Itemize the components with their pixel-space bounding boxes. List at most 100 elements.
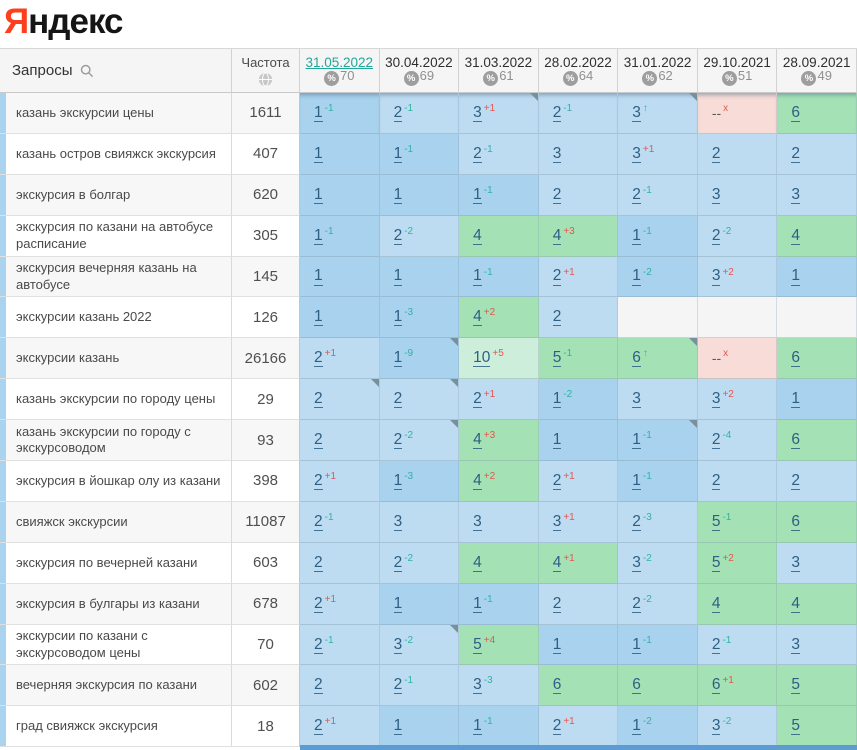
position-link[interactable]: 3 xyxy=(711,390,721,409)
date-label[interactable]: 31.05.2022 xyxy=(305,55,374,70)
position-link[interactable]: 5 xyxy=(711,553,721,572)
position-link[interactable]: 1 xyxy=(314,308,323,327)
position-link[interactable]: 1 xyxy=(393,267,403,286)
position-link[interactable]: 1 xyxy=(393,594,403,613)
position-link[interactable]: 2 xyxy=(632,185,641,204)
position-link[interactable]: 1 xyxy=(393,349,403,368)
position-link[interactable]: 3 xyxy=(632,553,641,572)
position-link[interactable]: 3 xyxy=(632,144,641,163)
position-link[interactable]: 1 xyxy=(791,390,801,409)
position-link[interactable]: 1 xyxy=(552,390,562,409)
position-link[interactable]: 2 xyxy=(552,103,562,122)
position-link[interactable]: 5 xyxy=(791,676,801,695)
position-link[interactable]: 6 xyxy=(711,676,721,695)
position-link[interactable]: 3 xyxy=(473,103,482,122)
position-link[interactable]: 3 xyxy=(711,717,721,736)
position-link[interactable]: 1 xyxy=(314,267,323,286)
position-link[interactable]: 5 xyxy=(473,635,482,654)
position-link[interactable]: 2 xyxy=(314,390,323,409)
position-link[interactable]: 6 xyxy=(791,431,801,450)
position-link[interactable]: 3 xyxy=(632,390,641,409)
position-link[interactable]: 2 xyxy=(552,471,562,490)
position-link[interactable]: 2 xyxy=(314,717,323,736)
position-link[interactable]: 2 xyxy=(314,594,323,613)
position-link[interactable]: 1 xyxy=(393,717,403,736)
position-link[interactable]: 2 xyxy=(314,431,323,450)
position-link[interactable]: 2 xyxy=(473,390,482,409)
position-link[interactable]: 1 xyxy=(632,471,641,490)
position-link[interactable]: 4 xyxy=(791,594,801,613)
position-link[interactable]: 1 xyxy=(632,717,641,736)
position-link[interactable]: 1 xyxy=(393,308,403,327)
position-link[interactable]: 1 xyxy=(552,635,562,654)
position-link[interactable]: 1 xyxy=(473,717,482,736)
position-link[interactable]: 6 xyxy=(791,512,801,531)
position-link[interactable]: 6 xyxy=(632,676,641,695)
position-link[interactable]: 4 xyxy=(711,594,721,613)
position-link[interactable]: 6 xyxy=(632,349,641,368)
position-link[interactable]: 1 xyxy=(791,267,801,286)
position-link[interactable]: 4 xyxy=(473,226,482,245)
position-link[interactable]: 1 xyxy=(473,185,482,204)
position-link[interactable]: 2 xyxy=(314,676,323,695)
position-link[interactable]: 2 xyxy=(314,553,323,572)
position-link[interactable]: 2 xyxy=(314,471,323,490)
position-link[interactable]: 2 xyxy=(791,144,801,163)
horizontal-scrollbar[interactable] xyxy=(300,745,857,750)
position-link[interactable]: 3 xyxy=(791,635,801,654)
position-link[interactable]: 2 xyxy=(314,512,323,531)
position-link[interactable]: 2 xyxy=(393,431,403,450)
position-link[interactable]: 4 xyxy=(473,471,482,490)
position-link[interactable]: 2 xyxy=(711,431,721,450)
position-link[interactable]: 3 xyxy=(711,185,721,204)
position-link[interactable]: 2 xyxy=(314,635,323,654)
position-link[interactable]: 2 xyxy=(711,635,721,654)
position-link[interactable]: 2 xyxy=(393,226,403,245)
position-link[interactable]: 5 xyxy=(711,512,721,531)
position-link[interactable]: 3 xyxy=(552,512,562,531)
position-link[interactable]: 2 xyxy=(552,185,562,204)
position-link[interactable]: 1 xyxy=(632,267,641,286)
position-link[interactable]: 2 xyxy=(552,717,562,736)
position-link[interactable]: 3 xyxy=(393,635,403,654)
position-link[interactable]: 2 xyxy=(552,267,562,286)
position-link[interactable]: 4 xyxy=(473,431,482,450)
position-link[interactable]: 2 xyxy=(632,594,641,613)
position-link[interactable]: 2 xyxy=(791,471,801,490)
position-link[interactable]: 10 xyxy=(473,349,491,368)
position-link[interactable]: 1 xyxy=(632,431,641,450)
position-link[interactable]: 2 xyxy=(552,594,562,613)
position-link[interactable]: 1 xyxy=(314,185,323,204)
position-link[interactable]: 3 xyxy=(473,512,482,531)
position-link[interactable]: 2 xyxy=(632,512,641,531)
position-link[interactable]: 3 xyxy=(791,185,801,204)
position-link[interactable]: 6 xyxy=(791,103,801,122)
position-link[interactable]: 3 xyxy=(473,676,482,695)
position-link[interactable]: 3 xyxy=(552,144,562,163)
position-link[interactable]: 1 xyxy=(632,226,641,245)
position-link[interactable]: 1 xyxy=(552,431,562,450)
position-link[interactable]: 2 xyxy=(314,349,323,368)
position-link[interactable]: 3 xyxy=(632,103,641,122)
position-link[interactable]: 5 xyxy=(552,349,562,368)
position-link[interactable]: 2 xyxy=(711,471,721,490)
position-link[interactable]: 2 xyxy=(393,553,403,572)
position-link[interactable]: 1 xyxy=(314,103,323,122)
position-link[interactable]: 6 xyxy=(791,349,801,368)
position-link[interactable]: 2 xyxy=(473,144,482,163)
date-column-header[interactable]: 31.05.2022% 70 xyxy=(300,49,380,93)
position-link[interactable]: 4 xyxy=(552,226,562,245)
position-link[interactable]: 1 xyxy=(632,635,641,654)
position-link[interactable]: 4 xyxy=(791,226,801,245)
position-link[interactable]: 2 xyxy=(393,676,403,695)
position-link[interactable]: 5 xyxy=(791,717,801,736)
position-link[interactable]: 2 xyxy=(711,226,721,245)
position-link[interactable]: 4 xyxy=(473,553,482,572)
position-link[interactable]: 1 xyxy=(393,144,403,163)
position-link[interactable]: 2 xyxy=(711,144,721,163)
position-link[interactable]: 2 xyxy=(393,103,403,122)
position-link[interactable]: 1 xyxy=(314,226,323,245)
position-link[interactable]: 1 xyxy=(393,471,403,490)
position-link[interactable]: 4 xyxy=(552,553,562,572)
position-link[interactable]: 4 xyxy=(473,308,482,327)
